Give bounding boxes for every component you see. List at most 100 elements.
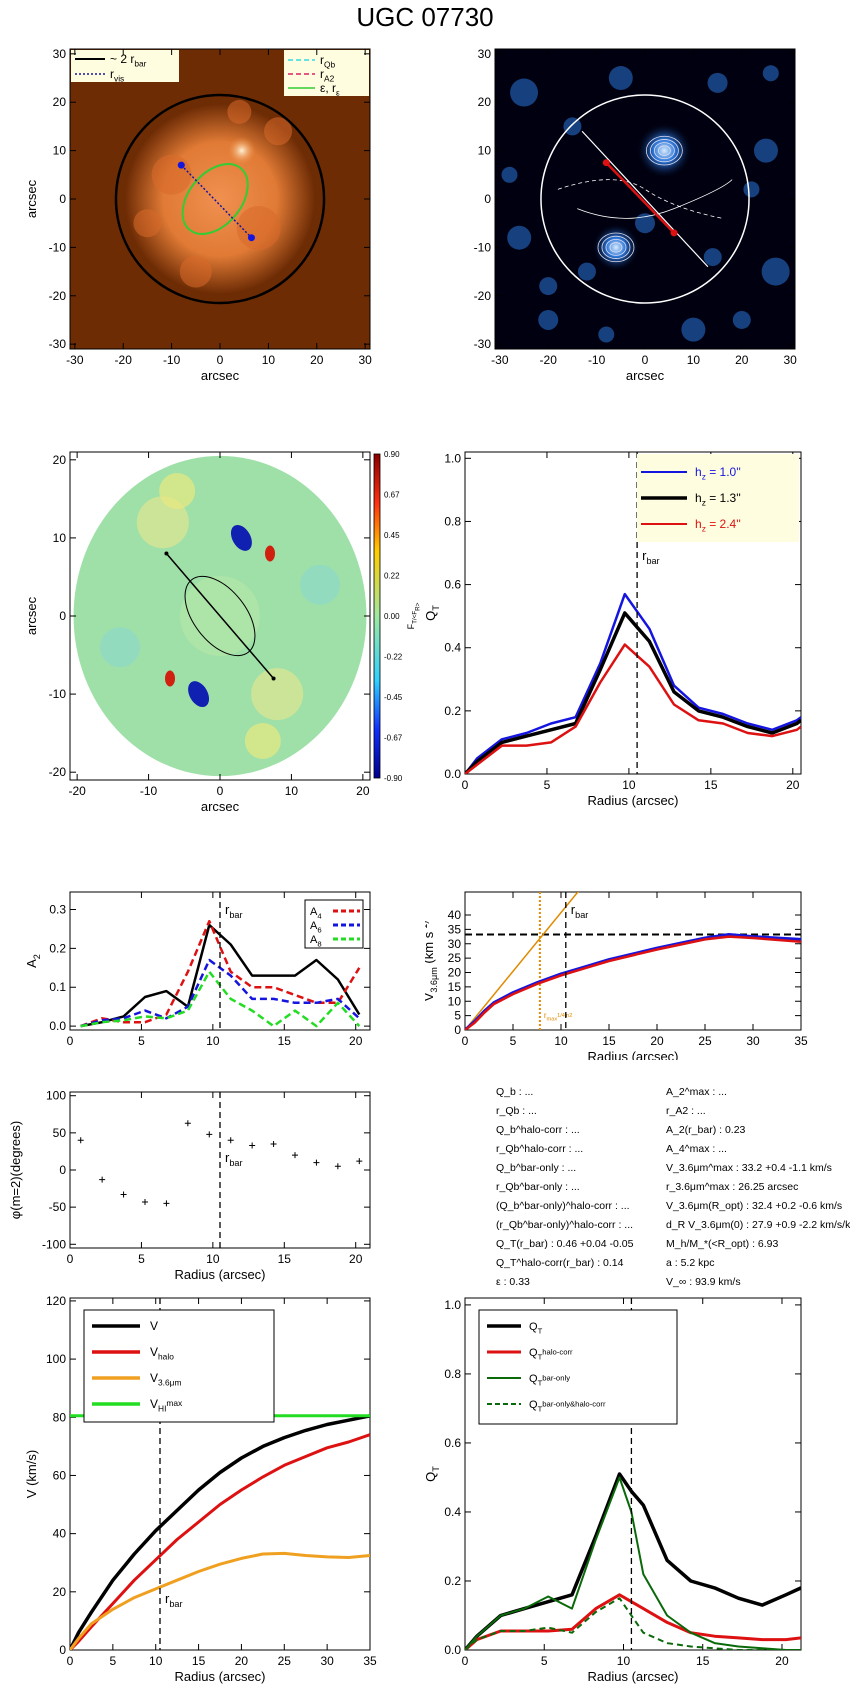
- x-tick-label: 0: [462, 1034, 469, 1048]
- colorbar-tick-label: -0.45: [384, 693, 403, 702]
- y-tick-label: 30: [53, 47, 67, 61]
- phase-point: [77, 1137, 84, 1144]
- legend-label-part: Q: [529, 1373, 538, 1385]
- y-axis-label: V3.6μm (km s-1): [425, 921, 439, 1002]
- series-group: [465, 1472, 801, 1650]
- legend-label: A4: [310, 906, 322, 920]
- y-axis-label: arcsec: [24, 179, 39, 218]
- legend-label-part: = 1.3'': [706, 491, 741, 505]
- x-tick-label: 10: [285, 784, 299, 798]
- bar-circle: [114, 93, 326, 305]
- y-tick-label: 0.3: [49, 902, 66, 916]
- noise-clump: [761, 257, 790, 286]
- x-tick-label: 20: [650, 1034, 664, 1048]
- y-axis-label: V (km/s): [24, 1450, 39, 1498]
- y-tick-label: -10: [49, 240, 67, 254]
- x-tick-label: -30: [66, 353, 84, 367]
- y-tick-label: 0.6: [444, 578, 461, 592]
- y-tick-label: 10: [478, 144, 492, 158]
- y-tick-label: 100: [46, 1352, 66, 1366]
- info-qt-rbar: Q_T(r_bar) : 0.46 +0.04 -0.05: [496, 1238, 634, 1250]
- bar-end-point: [602, 159, 610, 167]
- y-tick-label: 0: [484, 192, 491, 206]
- info-drv: d_R V_3.6μm(0) : 27.9 +0.9 -2.2 km/s/kpc: [666, 1219, 850, 1231]
- phase-point: [270, 1141, 277, 1147]
- y-axis-label-part: (km s: [425, 931, 436, 967]
- noise-clump: [703, 248, 722, 267]
- noise-clump: [681, 317, 706, 342]
- phase-point: [334, 1163, 341, 1170]
- legend-label: QTbar-only&halo-corr: [529, 1399, 606, 1413]
- rmax-label-part: r: [544, 1011, 547, 1020]
- legend-label: QTbar-only: [529, 1373, 570, 1387]
- legend-label: ε, rε: [320, 81, 340, 98]
- y-axis-label-part: A: [24, 959, 39, 968]
- y-axis-label: arcsec: [24, 596, 39, 635]
- colorbar-label-script: T/<F: [412, 611, 419, 624]
- negative-lobe: [230, 524, 252, 551]
- y-tick-label: 0: [59, 1643, 66, 1657]
- contour: [653, 142, 675, 160]
- x-tick-label: -20: [540, 353, 558, 367]
- y-axis-label-script: 3.6μm: [429, 967, 439, 992]
- noise-clump: [501, 166, 518, 183]
- info-qb-halo: Q_b^halo-corr : ...: [496, 1124, 580, 1136]
- legend-label-script: T: [538, 1378, 543, 1387]
- legend-label-script: A2: [324, 74, 335, 84]
- x-axis-label: arcsec: [201, 368, 240, 383]
- noise-clump: [577, 262, 596, 281]
- contour: [577, 179, 733, 219]
- legend-label: V: [150, 1319, 158, 1333]
- rbar-label-script: bar: [575, 910, 588, 920]
- noise-clump: [762, 65, 779, 82]
- legend-label-script: 3.6μm: [158, 1378, 181, 1388]
- legend-label-part: h: [695, 465, 702, 479]
- contour: [645, 135, 683, 166]
- contour: [597, 232, 635, 263]
- x-tick-label: -10: [588, 353, 606, 367]
- info-rqb-halo: r_Qb^halo-corr : ...: [496, 1143, 584, 1155]
- y-tick-label: 0.0: [49, 1019, 66, 1033]
- legend-label: Vhalo: [150, 1345, 174, 1362]
- y-tick-label: 35: [448, 922, 462, 936]
- noise-clump: [608, 66, 633, 91]
- x-tick-label: 20: [786, 778, 800, 792]
- axes: 0 5 10 15 20 0.0 0.2 0.4 0.6 0.8 1.0 Radius (arcsec…: [425, 451, 802, 808]
- y-tick-label: 5: [454, 1009, 461, 1023]
- y-tick-label: -20: [474, 289, 492, 303]
- y-tick-label: 0.4: [444, 641, 461, 655]
- x-tick-label: 20: [775, 1654, 789, 1668]
- info-a: a : 5.2 kpc: [666, 1257, 715, 1269]
- y-axis-label-script: 2: [32, 954, 42, 959]
- contour: [609, 242, 623, 253]
- colorbar-label-script: R>: [414, 602, 421, 611]
- legend-label: rA2: [320, 67, 335, 84]
- y-axis-label-part: V (km/s): [24, 1450, 39, 1498]
- legend-label: VHImax: [150, 1397, 183, 1414]
- y-tick-label: 20: [53, 95, 67, 109]
- x-tick-label: 20: [310, 353, 324, 367]
- info-column-right: A_2^max : ... r_A2 : ... A_2(r_bar) : 0.…: [666, 1083, 850, 1292]
- x-tick-label: -10: [163, 353, 181, 367]
- legend-label-script: halo: [158, 1352, 174, 1362]
- y-tick-label: 0: [59, 1163, 66, 1177]
- y-axis-label-part: arcsec: [24, 596, 39, 635]
- rbar-label-part: r: [642, 548, 647, 563]
- y-tick-label: 80: [53, 1410, 67, 1424]
- x-tick-label: 5: [541, 1654, 548, 1668]
- rbar-label: rbar: [165, 1591, 183, 1609]
- y-tick-label: 50: [53, 1126, 67, 1140]
- phase-point: [120, 1191, 127, 1198]
- torque-patch: [251, 668, 304, 721]
- rmax-label-script: 1/4ln2: [557, 1013, 572, 1019]
- legend-label-part: Q: [529, 1321, 538, 1333]
- legend-label-part: = 1.0'': [706, 465, 741, 479]
- y-tick-label: -50: [49, 1200, 67, 1214]
- legend-label-script: halo-corr: [542, 1347, 573, 1356]
- contour: [605, 238, 627, 256]
- x-axis-label: Radius (arcsec): [174, 1267, 265, 1282]
- series-line-q-t: [465, 1472, 801, 1650]
- bright-region: [591, 223, 640, 272]
- x-tick-label: 0: [462, 1654, 469, 1668]
